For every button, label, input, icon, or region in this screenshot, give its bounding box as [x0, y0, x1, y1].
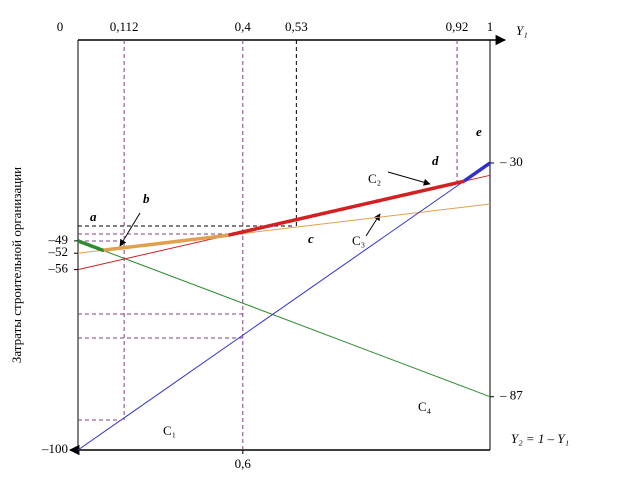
series-label: C₂ [368, 171, 381, 186]
arrow [387, 171, 431, 186]
envelope [103, 233, 229, 252]
x-tick-label: 0,92 [446, 19, 469, 34]
x-tick-label: 0,112 [110, 19, 139, 34]
x-tick-label: 0,4 [235, 19, 252, 34]
y-tick-label: –56 [48, 261, 69, 276]
series-label: C₃ [352, 233, 365, 248]
y-tick-label: –100 [41, 441, 68, 456]
y-tick-label: –52 [48, 244, 69, 259]
x-axis-label: Y₁ [516, 23, 528, 38]
series-label: C₄ [418, 399, 432, 414]
series-line [77, 240, 491, 398]
point-label: a [90, 209, 97, 224]
guides [78, 225, 295, 421]
point-label: c [308, 231, 314, 246]
y2-tick-label: – 87 [499, 388, 523, 403]
x-tick-label: 0,53 [285, 19, 308, 34]
arrow [119, 212, 141, 247]
y-tick-label: –49 [48, 232, 69, 247]
envelope [77, 239, 104, 253]
envelope [463, 161, 492, 183]
x2-axis-label: Y₂ = 1 – Y₁ [511, 431, 569, 446]
point-label: b [143, 191, 150, 206]
envelope [227, 179, 466, 237]
y-axis-label: Затраты строительной организации [9, 167, 24, 363]
point-label: e [476, 124, 482, 139]
x2-tick-label: 0,6 [235, 456, 252, 471]
x-tick-label: 1 [487, 19, 494, 34]
x-tick-label: 0 [57, 19, 64, 34]
series-label: C₁ [163, 423, 176, 438]
point-label: d [432, 153, 439, 168]
y2-tick-label: – 30 [499, 154, 523, 169]
series-line [77, 162, 491, 451]
